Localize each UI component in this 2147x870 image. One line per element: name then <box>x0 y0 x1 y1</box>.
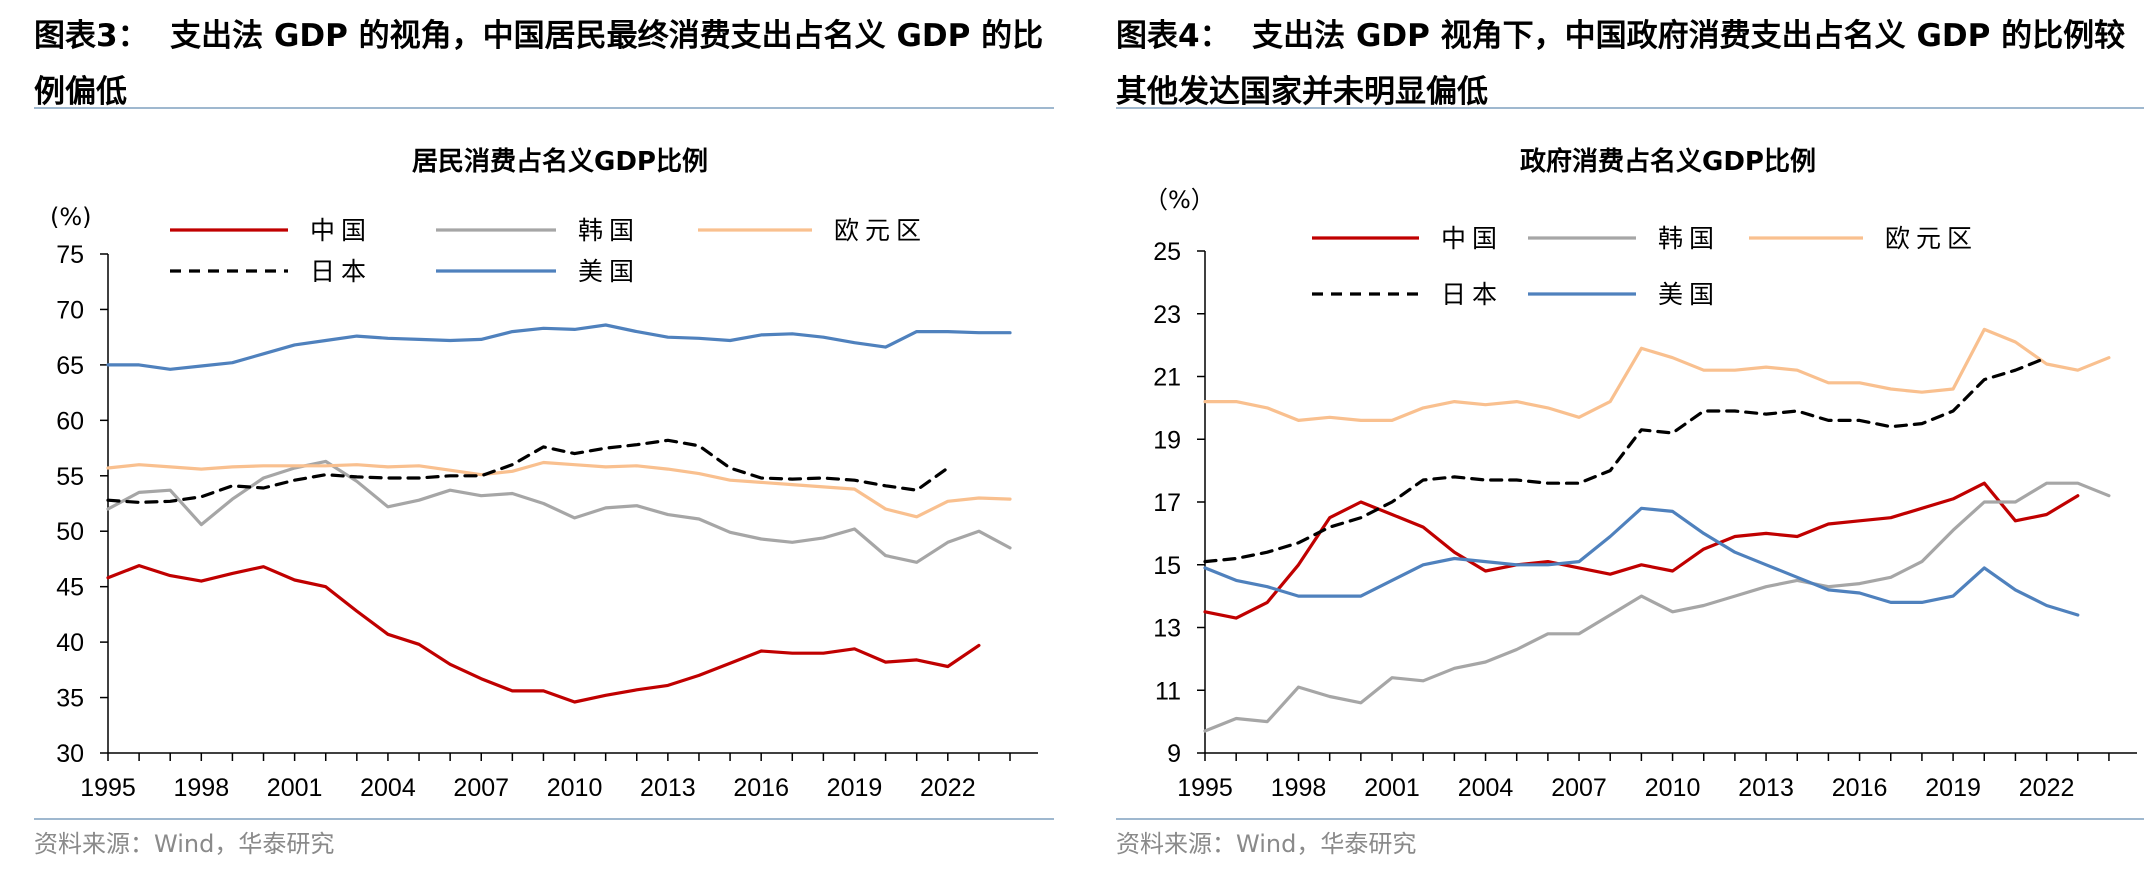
legend-label: 美国 <box>1658 280 1720 309</box>
legend-label: 欧元区 <box>834 216 927 245</box>
x-tick-label: 2013 <box>1738 774 1794 802</box>
x-tick-label: 2016 <box>1832 774 1888 802</box>
heading-divider <box>1116 107 2144 109</box>
figure-heading-text: 支出法 GDP 视角下，中国政府消费支出占名义 GDP 的比例较其他发达国家并未… <box>1116 18 2126 110</box>
y-tick-label: 15 <box>1153 552 1181 580</box>
y-tick-label: 9 <box>1167 740 1181 768</box>
footer-divider <box>1116 818 2144 820</box>
x-tick-label: 2016 <box>733 774 789 802</box>
source-note: 资料来源：Wind，华泰研究 <box>34 830 335 858</box>
series-line-0 <box>1203 481 2080 620</box>
y-tick-label: 11 <box>1155 677 1181 705</box>
figure-label: 图表4： <box>1116 18 1231 54</box>
x-tick-label: 2022 <box>920 774 976 802</box>
x-tick-label: 1998 <box>1271 774 1327 802</box>
y-tick-label: 25 <box>1153 238 1181 266</box>
y-axis-unit-label: （%） <box>1144 186 1215 214</box>
series-line-3 <box>1203 356 2049 564</box>
series-line-3 <box>106 438 950 504</box>
heading-divider <box>34 107 1054 109</box>
series-line-2 <box>106 460 1012 519</box>
x-tick-label: 2019 <box>827 774 883 802</box>
x-tick-label: 2004 <box>360 774 416 802</box>
x-tick-label: 1995 <box>1177 774 1233 802</box>
government-consumption-chart: 政府消费占名义GDP比例 （%） 9 11 13 15 17 19 21 23 25 1995 1998… <box>1144 146 2137 802</box>
x-tick-label: 1995 <box>80 774 136 802</box>
y-tick-label: 13 <box>1153 615 1181 643</box>
x-tick-label: 2022 <box>2019 774 2075 802</box>
y-axis-unit-label: (%) <box>50 203 92 231</box>
y-tick-label: 70 <box>56 296 84 324</box>
series-line-2 <box>1203 327 2111 422</box>
figure-label: 图表3： <box>34 18 149 54</box>
x-tick-label: 2019 <box>1925 774 1981 802</box>
x-tick-label: 2010 <box>547 774 603 802</box>
legend-label: 日本 <box>1441 280 1503 309</box>
y-tick-label: 60 <box>56 407 84 435</box>
y-tick-label: 75 <box>56 241 84 269</box>
chart-title: 居民消费占名义GDP比例 <box>412 146 708 177</box>
y-tick-label: 50 <box>56 518 84 546</box>
series-line-1 <box>106 459 1012 564</box>
footer-divider <box>34 818 1054 820</box>
legend-label: 韩国 <box>1658 224 1720 253</box>
y-tick-label: 40 <box>56 629 84 657</box>
figure-panel-left: 图表3： 支出法 GDP 的视角，中国居民最终消费支出占名义 GDP 的比例偏低… <box>0 0 1060 870</box>
figure-panel-right: 图表4： 支出法 GDP 视角下，中国政府消费支出占名义 GDP 的比例较其他发… <box>1108 0 2147 870</box>
legend-label: 中国 <box>310 216 372 245</box>
legend-label: 中国 <box>1441 224 1503 253</box>
chart-title: 政府消费占名义GDP比例 <box>1520 146 1816 177</box>
x-tick-label: 2010 <box>1645 774 1701 802</box>
y-tick-label: 55 <box>56 463 84 491</box>
y-tick-label: 35 <box>56 685 84 713</box>
y-tick-label: 65 <box>56 352 84 380</box>
legend-label: 日本 <box>310 257 372 286</box>
x-tick-label: 2004 <box>1458 774 1514 802</box>
x-tick-label: 2013 <box>640 774 696 802</box>
household-consumption-chart: 居民消费占名义GDP比例 (%) 30 35 40 45 50 55 60 65 70 75 1995 1… <box>50 146 1038 802</box>
figure-heading: 图表3： 支出法 GDP 的视角，中国居民最终消费支出占名义 GDP 的比例偏低 <box>34 8 1054 120</box>
x-tick-label: 2001 <box>267 774 323 802</box>
source-note: 资料来源：Wind，华泰研究 <box>1116 830 1417 858</box>
series-line-0 <box>106 563 981 704</box>
y-tick-label: 45 <box>56 574 84 602</box>
x-tick-label: 2007 <box>1551 774 1607 802</box>
x-tick-label: 2001 <box>1364 774 1420 802</box>
y-tick-label: 21 <box>1153 364 1181 392</box>
figure-heading-text: 支出法 GDP 的视角，中国居民最终消费支出占名义 GDP 的比例偏低 <box>34 18 1044 110</box>
legend-label: 欧元区 <box>1885 224 1978 253</box>
y-tick-label: 19 <box>1153 426 1181 454</box>
y-tick-label: 30 <box>56 740 84 768</box>
legend-label: 韩国 <box>578 216 640 245</box>
series-line-1 <box>1203 481 2111 733</box>
series-line-4 <box>1203 506 2080 617</box>
figure-heading: 图表4： 支出法 GDP 视角下，中国政府消费支出占名义 GDP 的比例较其他发… <box>1116 8 2136 120</box>
y-tick-label: 23 <box>1153 301 1181 329</box>
x-tick-label: 2007 <box>453 774 509 802</box>
legend-label: 美国 <box>578 257 640 286</box>
y-tick-label: 17 <box>1153 489 1181 517</box>
x-tick-label: 1998 <box>173 774 229 802</box>
series-line-4 <box>106 323 1012 371</box>
